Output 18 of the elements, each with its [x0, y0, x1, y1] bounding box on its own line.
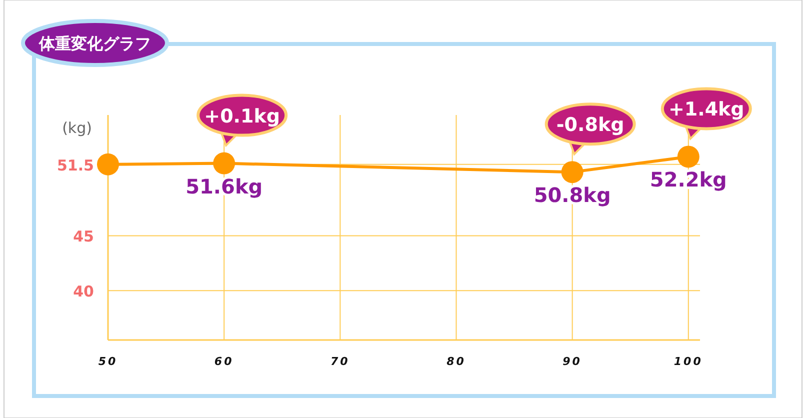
x-tick-label: 70	[330, 355, 350, 368]
x-tick-label: 90	[562, 355, 582, 368]
y-tick-label: 45	[73, 228, 94, 246]
y-axis-title: (kg)	[62, 119, 92, 137]
point	[677, 146, 700, 168]
annotation: +1.4kg	[668, 98, 744, 121]
y-tick-label: 51.5	[56, 156, 94, 174]
point	[97, 153, 119, 176]
annotation: +0.1kg	[204, 105, 280, 128]
x-tick-label: 80	[446, 355, 466, 368]
point	[561, 161, 584, 184]
annotation: -0.8kg	[556, 114, 624, 136]
y-tick-label: 40	[73, 282, 94, 301]
x-tick-label: 50	[98, 355, 118, 368]
chart-title: 体重変化グラフ	[38, 34, 151, 53]
point	[213, 152, 236, 174]
x-tick-label: 100	[674, 355, 703, 368]
x-tick-label: 60	[214, 355, 234, 368]
